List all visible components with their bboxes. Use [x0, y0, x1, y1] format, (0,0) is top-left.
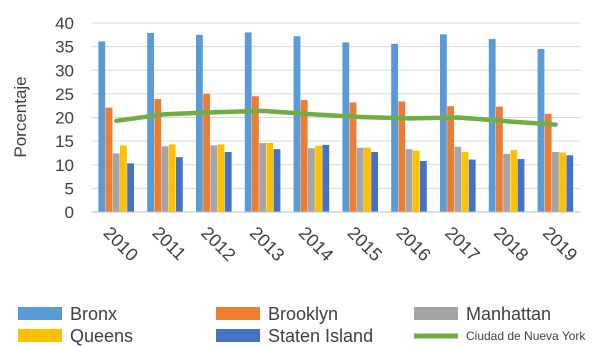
bar-staten-island-2017	[468, 159, 476, 212]
y-tick-label: 25	[55, 85, 74, 104]
bar-brooklyn-2013	[252, 96, 259, 212]
bar-staten-island-2018	[517, 159, 525, 212]
legend-label-staten-island: Staten Island	[268, 326, 373, 346]
bar-brooklyn-2018	[496, 106, 503, 212]
legend-label-ciudad-de-nueva-york: Ciudad de Nueva York	[466, 329, 586, 343]
legend-label-bronx: Bronx	[70, 304, 117, 324]
bar-manhattan-2010	[112, 153, 120, 212]
y-tick-label: 30	[55, 61, 74, 80]
y-tick-label: 40	[55, 14, 74, 33]
bar-bronx-2017	[440, 34, 447, 213]
legend: Bronx Brooklyn Manhattan Queens Staten Islan…	[18, 304, 586, 346]
y-axis-label: Porcentaje	[11, 76, 30, 157]
city-line	[114, 108, 558, 127]
line-ciudad-de-nueva-york	[114, 108, 558, 127]
bar-bronx-2011	[147, 32, 154, 212]
bar-staten-island-2019	[566, 155, 574, 212]
bar-queens-2013	[266, 143, 274, 212]
x-tick-label: 2019	[539, 223, 581, 265]
bar-bronx-2018	[488, 39, 496, 212]
x-tick-label: 2014	[295, 223, 337, 265]
bars	[98, 32, 574, 213]
legend-label-manhattan: Manhattan	[466, 304, 551, 324]
bar-brooklyn-2014	[300, 100, 308, 212]
legend-swatch-staten-island	[216, 329, 260, 342]
legend-swatch-bronx	[18, 307, 62, 320]
bar-staten-island-2011	[176, 157, 183, 212]
bar-manhattan-2012	[210, 145, 218, 212]
x-tick-label: 2012	[197, 223, 239, 265]
bar-brooklyn-2011	[154, 99, 162, 212]
legend-label-brooklyn: Brooklyn	[268, 304, 338, 324]
bar-bronx-2013	[244, 32, 252, 213]
x-tick-label: 2017	[441, 223, 483, 265]
bar-staten-island-2013	[273, 149, 281, 212]
bar-bronx-2019	[537, 48, 545, 212]
bar-manhattan-2016	[405, 149, 413, 212]
bar-queens-2011	[168, 144, 176, 212]
bar-manhattan-2011	[161, 146, 169, 212]
bar-manhattan-2018	[503, 153, 510, 212]
x-tick-label: 2010	[100, 223, 142, 265]
bar-bronx-2010	[98, 41, 106, 212]
bar-manhattan-2015	[356, 147, 364, 212]
bar-queens-2017	[461, 151, 469, 212]
y-tick-label: 20	[55, 109, 74, 128]
bar-queens-2019	[559, 152, 566, 212]
legend-swatch-brooklyn	[216, 307, 260, 320]
bar-bronx-2015	[342, 42, 350, 213]
bar-bronx-2016	[391, 43, 398, 212]
x-tick-label: 2018	[490, 223, 532, 265]
bar-bronx-2012	[196, 34, 203, 212]
bar-queens-2012	[217, 144, 225, 212]
y-tick-label: 15	[55, 132, 74, 151]
bar-queens-2014	[315, 145, 322, 212]
x-tick-label: 2011	[148, 223, 190, 265]
bar-brooklyn-2012	[203, 93, 210, 212]
bar-staten-island-2012	[224, 151, 232, 212]
bar-queens-2018	[510, 150, 518, 212]
x-tick-label: 2016	[392, 223, 434, 265]
bar-brooklyn-2017	[447, 106, 454, 212]
bar-staten-island-2016	[420, 160, 427, 212]
bar-queens-2010	[120, 145, 127, 212]
bar-staten-island-2015	[371, 151, 378, 212]
x-tick-label: 2015	[344, 223, 386, 265]
y-tick-label: 5	[65, 179, 74, 198]
legend-swatch-queens	[18, 329, 62, 342]
bar-manhattan-2014	[308, 148, 315, 212]
bar-brooklyn-2015	[349, 102, 357, 212]
bar-bronx-2014	[293, 36, 301, 213]
bar-manhattan-2013	[259, 143, 266, 212]
bar-brooklyn-2016	[398, 101, 406, 212]
legend-swatch-manhattan	[414, 307, 458, 320]
bar-brooklyn-2019	[544, 113, 552, 212]
bar-staten-island-2010	[127, 163, 134, 212]
bar-queens-2015	[364, 147, 371, 212]
bar-queens-2016	[412, 150, 420, 212]
x-tick-label: 2013	[246, 223, 288, 265]
bar-manhattan-2017	[454, 146, 462, 212]
y-tick-label: 0	[65, 203, 74, 222]
bar-brooklyn-2010	[105, 107, 113, 212]
bar-staten-island-2014	[322, 144, 330, 212]
y-tick-label: 35	[55, 38, 74, 57]
legend-label-queens: Queens	[70, 326, 133, 346]
y-tick-label: 10	[55, 156, 74, 175]
bar-manhattan-2019	[552, 151, 559, 212]
